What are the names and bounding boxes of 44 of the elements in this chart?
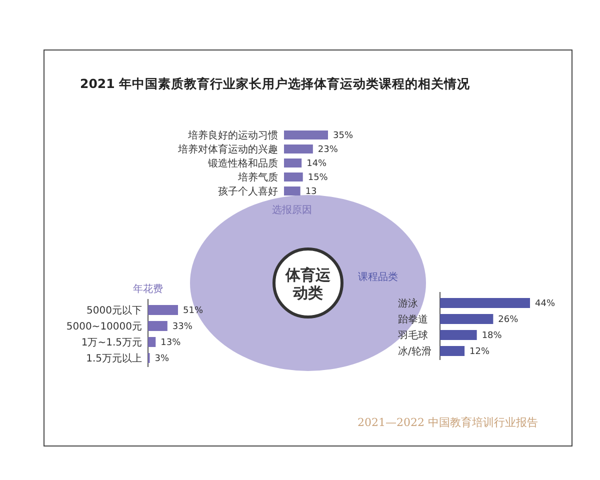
y-tick-label: 孩子个人喜好 (218, 186, 278, 198)
y-tick-label: 冰/轮滑 (398, 346, 432, 358)
data-label: 3% (154, 354, 170, 364)
chart-title: 课程品类 (358, 271, 398, 283)
text: 体育运动类 (284, 266, 332, 302)
data-label: 14% (306, 159, 328, 170)
y-tick-label: 游泳 (398, 298, 418, 310)
y-tick-label: 培养气质 (237, 172, 278, 184)
data-label: 44% (535, 299, 556, 310)
bar (284, 144, 313, 154)
y-tick-label: 1万~1.5万元 (81, 338, 142, 348)
data-label: 23% (318, 145, 338, 156)
bar (148, 321, 168, 331)
data-label: 18% (482, 331, 502, 342)
bar (284, 186, 300, 196)
bar (440, 346, 465, 356)
chart-title: 年花费 (133, 283, 163, 295)
data-label: 35% (333, 131, 354, 142)
data-label: 33% (172, 322, 193, 332)
data-label: 51% (183, 306, 204, 316)
y-tick-label: 跆拳道 (398, 314, 428, 326)
bar (148, 305, 178, 315)
y-tick-label: 培养良好的运动习惯 (187, 130, 278, 142)
bar (284, 158, 302, 168)
y-tick-label: 5000元以下 (86, 304, 142, 316)
bar (440, 298, 530, 308)
y-tick-label: 培养对体育运动的兴趣 (177, 144, 278, 156)
y-tick-label: 5000~10000元 (66, 322, 142, 332)
y-tick-label: 锻造性格和品质 (207, 158, 278, 170)
bar (284, 130, 328, 140)
bar (440, 330, 477, 340)
data-label: 12% (470, 347, 490, 358)
data-label: 13% (160, 338, 182, 348)
y-tick-label: 1.5万元以上 (86, 352, 142, 364)
bar (440, 314, 494, 324)
bar (148, 337, 156, 347)
data-label: 26% (498, 315, 519, 326)
text: 2021 年中国素质教育行业家长用户选择体育运动类课程的相关情况 (80, 76, 472, 91)
data-label: 13 (305, 187, 317, 198)
data-label: 15% (308, 173, 328, 184)
y-tick-label: 羽毛球 (398, 330, 428, 342)
text: 2021—2022 中国教育培训行业报告 (358, 416, 538, 429)
bar (284, 172, 303, 182)
text: 选报原因 (272, 204, 312, 216)
